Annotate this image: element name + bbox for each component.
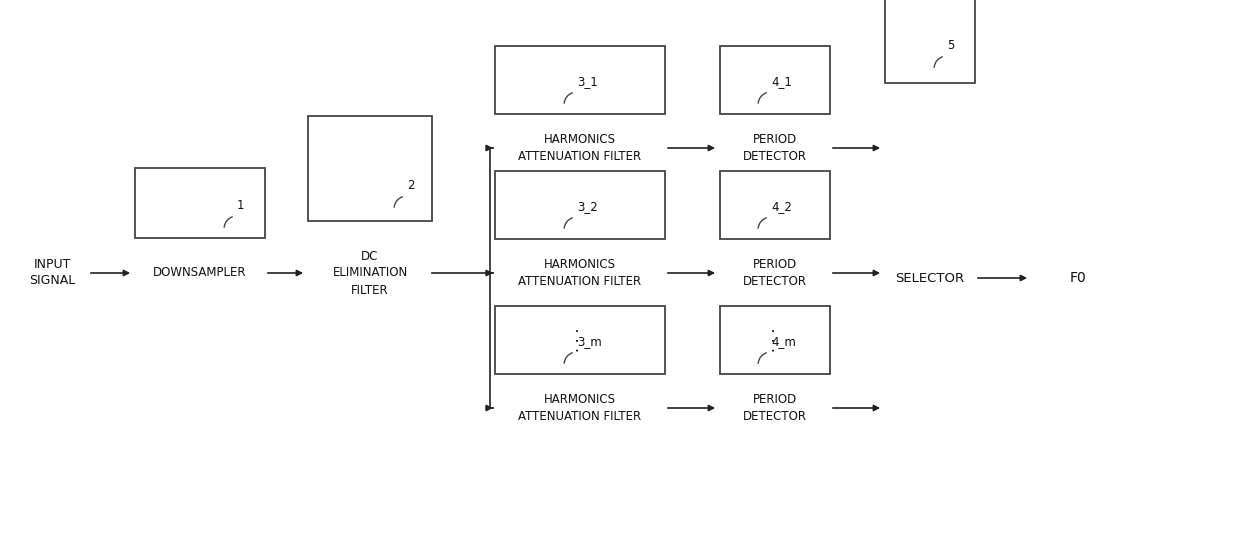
Bar (885, 0, 975, 83)
Text: PERIOD
DETECTOR: PERIOD DETECTOR (743, 393, 807, 423)
Text: DOWNSAMPLER: DOWNSAMPLER (154, 266, 247, 280)
Bar (495, 306, 665, 374)
Text: SELECTOR: SELECTOR (895, 271, 965, 284)
Text: 4_2: 4_2 (771, 200, 792, 213)
Text: 3_2: 3_2 (577, 200, 598, 213)
Text: 1: 1 (237, 199, 244, 212)
Text: PERIOD
DETECTOR: PERIOD DETECTOR (743, 133, 807, 163)
Text: 3_1: 3_1 (577, 75, 598, 88)
Bar (308, 115, 433, 220)
Text: 5: 5 (947, 39, 955, 52)
Bar (495, 46, 665, 114)
Text: DC
ELIMINATION
FILTER: DC ELIMINATION FILTER (332, 249, 408, 296)
Text: F0: F0 (1070, 271, 1086, 285)
Text: 4_m: 4_m (771, 335, 796, 348)
Bar (720, 306, 830, 374)
Text: PERIOD
DETECTOR: PERIOD DETECTOR (743, 258, 807, 288)
Bar (720, 46, 830, 114)
Bar (495, 171, 665, 239)
Text: HARMONICS
ATTENUATION FILTER: HARMONICS ATTENUATION FILTER (518, 393, 641, 423)
Text: 2: 2 (407, 179, 414, 192)
Text: HARMONICS
ATTENUATION FILTER: HARMONICS ATTENUATION FILTER (518, 133, 641, 163)
Text: · · ·: · · · (768, 328, 782, 352)
Text: 4_1: 4_1 (771, 75, 792, 88)
Text: HARMONICS
ATTENUATION FILTER: HARMONICS ATTENUATION FILTER (518, 258, 641, 288)
Bar (720, 171, 830, 239)
Text: INPUT
SIGNAL: INPUT SIGNAL (29, 259, 76, 288)
Bar (135, 168, 265, 238)
Text: 3_m: 3_m (577, 335, 601, 348)
Text: · · ·: · · · (573, 328, 588, 352)
